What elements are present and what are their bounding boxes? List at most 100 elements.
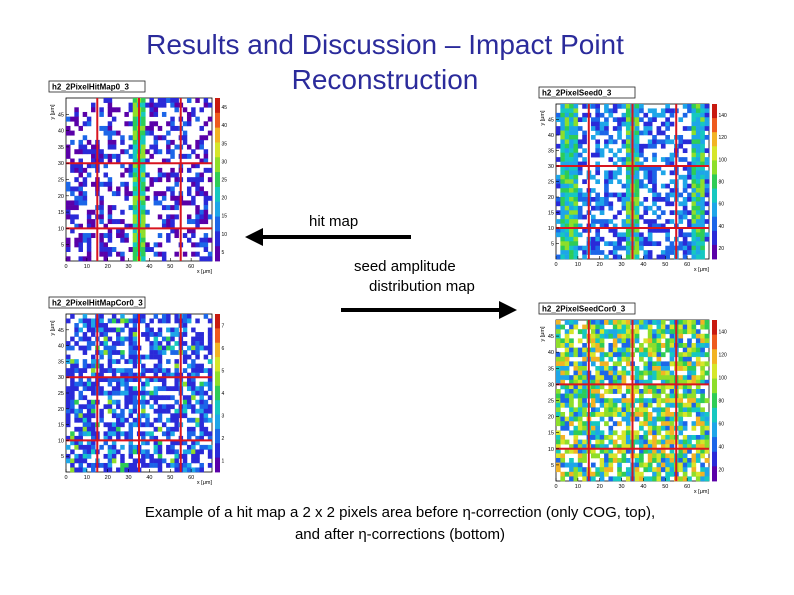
y-tick-label: 35 xyxy=(548,366,554,372)
slide-title-line1: Results and Discussion – Impact Point xyxy=(146,29,624,60)
y-tick-label: 30 xyxy=(548,164,554,170)
y-tick-label: 5 xyxy=(551,463,554,469)
color-scale-step xyxy=(712,104,717,119)
color-scale-step xyxy=(215,371,220,387)
x-tick-label: 30 xyxy=(126,264,132,270)
y-tick-label: 40 xyxy=(548,350,554,356)
y-tick-label: 5 xyxy=(61,243,64,249)
y-tick-label: 35 xyxy=(58,145,64,151)
heatmap-title-box xyxy=(538,302,636,315)
x-tick-label: 0 xyxy=(64,264,67,270)
color-scale-label: 4 xyxy=(222,391,225,397)
arrow-right-icon xyxy=(341,301,517,319)
color-scale-step xyxy=(712,230,717,246)
color-scale-step xyxy=(712,188,717,204)
color-scale-label: 60 xyxy=(719,202,725,208)
y-tick-label: 15 xyxy=(548,211,554,217)
seed-label-line2: distribution map xyxy=(369,278,475,295)
x-tick-label: 40 xyxy=(146,475,152,481)
x-tick-label: 60 xyxy=(188,264,194,270)
y-axis-label: y [μm] xyxy=(50,104,56,120)
color-scale-label: 2 xyxy=(222,436,225,442)
color-scale-step xyxy=(215,246,220,262)
color-scale-label: 10 xyxy=(222,232,228,238)
color-scale-step xyxy=(215,142,220,158)
color-scale-label: 100 xyxy=(719,376,728,382)
heatmap-title-box xyxy=(48,80,146,93)
color-scale-step xyxy=(712,132,717,147)
color-scale-step xyxy=(215,314,220,329)
color-scale-label: 5 xyxy=(222,250,225,256)
slide-title-line2: Reconstruction xyxy=(291,64,479,95)
x-tick-label: 30 xyxy=(126,475,132,481)
y-tick-label: 45 xyxy=(58,112,64,118)
color-scale-label: 20 xyxy=(719,468,725,474)
heatmap-title: h2_2PixelSeed0_3 xyxy=(542,89,612,98)
color-scale-step xyxy=(215,443,220,459)
color-scale-step xyxy=(215,112,220,129)
x-axis-label: x [μm] xyxy=(197,269,213,275)
y-tick-label: 40 xyxy=(58,129,64,135)
color-scale-step xyxy=(712,202,717,218)
color-scale-step xyxy=(712,437,717,453)
y-tick-label: 35 xyxy=(58,359,64,365)
color-scale-step xyxy=(215,457,220,473)
x-tick-label: 0 xyxy=(554,484,557,490)
y-tick-label: 35 xyxy=(548,149,554,155)
hit-map-label: hit map xyxy=(309,213,359,230)
color-scale-step xyxy=(712,160,717,175)
heatmap-seed-before: h2_2PixelSeed0_3 0 10 20 30 40 50 60 x [μm] 5 10 15… xyxy=(538,86,733,273)
color-scale-step xyxy=(712,320,717,336)
x-tick-label: 20 xyxy=(105,264,111,270)
color-scale-step xyxy=(215,186,220,203)
color-scale-step xyxy=(712,422,717,438)
color-scale-step xyxy=(712,349,717,365)
y-tick-label: 25 xyxy=(58,391,64,397)
color-scale-label: 6 xyxy=(222,346,225,352)
color-scale-step xyxy=(215,414,220,430)
x-tick-label: 60 xyxy=(684,484,690,490)
y-tick-label: 15 xyxy=(548,431,554,437)
color-scale-label: 5 xyxy=(222,368,225,374)
x-tick-label: 60 xyxy=(684,262,690,268)
y-tick-label: 40 xyxy=(58,344,64,350)
x-axis-label: x [μm] xyxy=(694,267,710,273)
x-tick-label: 40 xyxy=(146,264,152,270)
heatmap-cells xyxy=(556,104,710,260)
color-scale-label: 3 xyxy=(222,414,225,420)
color-scale-step xyxy=(712,466,717,482)
y-tick-label: 25 xyxy=(548,399,554,405)
color-scale-label: 80 xyxy=(719,180,725,186)
color-scale-step xyxy=(215,385,220,401)
heatmap-title: h2_2PixelHitMapCor0_3 xyxy=(52,299,143,308)
color-scale-label: 100 xyxy=(719,157,728,163)
x-tick-label: 50 xyxy=(167,264,173,270)
heatmap-cells xyxy=(66,98,213,262)
color-scale-label: 40 xyxy=(719,224,725,230)
y-tick-label: 10 xyxy=(58,226,64,232)
color-scale-label: 20 xyxy=(719,246,725,252)
color-scale-label: 120 xyxy=(719,353,728,359)
color-scale-label: 7 xyxy=(222,323,225,329)
y-tick-label: 10 xyxy=(548,226,554,232)
x-axis-label: x [μm] xyxy=(197,480,213,486)
x-tick-label: 30 xyxy=(619,484,625,490)
x-tick-label: 10 xyxy=(84,264,90,270)
color-scale-step xyxy=(712,118,717,133)
color-scale-step xyxy=(215,400,220,415)
color-scale-label: 30 xyxy=(222,159,228,165)
x-tick-label: 20 xyxy=(597,484,603,490)
x-tick-label: 10 xyxy=(575,262,581,268)
color-scale-step xyxy=(215,201,220,217)
x-tick-label: 10 xyxy=(575,484,581,490)
y-tick-label: 45 xyxy=(58,328,64,334)
color-scale-step xyxy=(215,428,220,444)
x-tick-label: 20 xyxy=(597,262,603,268)
caption-line1: Example of a hit map a 2 x 2 pixels area… xyxy=(144,504,656,521)
color-scale-label: 80 xyxy=(719,399,725,405)
color-scale-step xyxy=(712,216,717,232)
y-tick-label: 25 xyxy=(58,178,64,184)
y-axis-label: y [μm] xyxy=(540,326,546,342)
color-scale-step xyxy=(712,407,717,423)
x-tick-label: 0 xyxy=(64,475,67,481)
